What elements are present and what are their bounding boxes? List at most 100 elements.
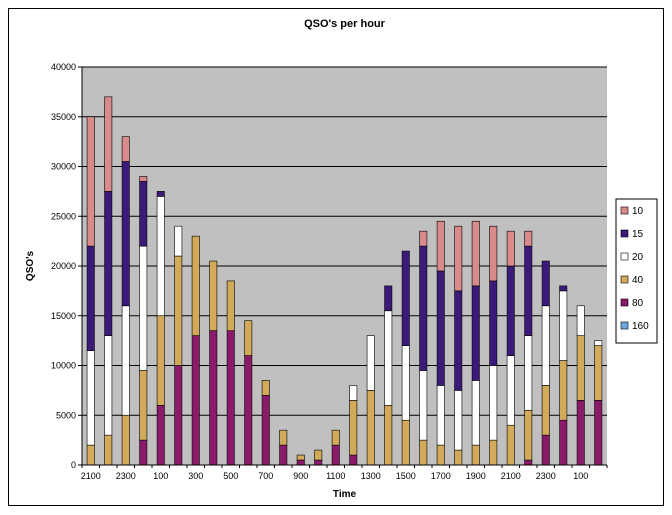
bar-segment [541,305,550,386]
bar-segment [296,459,305,466]
bar-segment [454,390,463,451]
bar-segment [104,96,113,192]
bar-segment [296,454,305,461]
bar-segment [454,449,463,466]
bar-segment [559,290,568,361]
bar-segment [261,380,270,396]
x-axis-title: Time [333,489,357,500]
legend-swatch [620,275,629,284]
bar-segment [524,335,533,411]
bar-segment [191,235,200,336]
bar-segment [244,320,253,356]
bar-segment [226,330,235,466]
bar-segment [419,245,428,371]
bar-segment [559,419,568,466]
y-tick-label: 5000 [56,410,76,420]
bar-segment [174,225,183,257]
bar-segment [506,230,515,267]
bar-segment [174,255,183,366]
bar-segment [209,260,218,331]
bar-segment [489,365,498,441]
bar-segment [489,280,498,366]
x-tick-label: 1900 [466,471,486,481]
bar-segment [419,370,428,441]
bar-segment [121,161,130,307]
y-tick-label: 25000 [51,211,76,221]
legend-label: 160 [632,321,649,332]
x-tick-label: 100 [573,471,588,481]
bar-segment [156,196,165,317]
x-tick-label: 1700 [431,471,451,481]
bar-segment [576,305,585,336]
bar-segment [401,419,410,466]
y-axis-title: QSO's [25,250,36,281]
bar-segment [594,340,603,346]
bar-segment [331,444,340,466]
bar-segment [436,220,445,272]
bar-segment [314,449,323,461]
legend-label: 10 [632,206,644,217]
bar-segment [139,439,148,466]
x-tick-label: 1100 [326,471,345,481]
bar-segment [454,225,463,292]
chart-frame: QSO's per hour 0 5000 10000 15000 20000 25000… [8,8,664,506]
x-tick-label: 2300 [536,471,556,481]
bar-segment [86,444,95,466]
chart-title: QSO's per hour [304,18,386,30]
bar-segment [121,414,130,466]
bar-segment [541,434,550,466]
bar-segment [594,400,603,466]
y-tick-labels: 0 5000 10000 15000 20000 25000 30000 35000 40000 [51,62,76,470]
legend-swatch [620,252,629,261]
bar-segment [209,330,218,466]
bar-segment [314,459,323,466]
y-tick-label: 20000 [51,261,76,271]
bar-segment [139,370,148,441]
legend: 10 15 20 40 80 160 [615,198,658,344]
legend-label: 20 [632,252,644,263]
bar-segment [139,176,148,182]
bar-segment [349,400,358,456]
bar-segment [86,350,95,446]
bar-segment [524,230,533,247]
bar-segment [471,380,480,446]
y-tick-label: 30000 [51,162,76,172]
bar-segment [576,335,585,401]
bar-segment [436,270,445,386]
bar-segment [156,315,165,406]
x-tick-label: 700 [258,471,273,481]
y-tick-label: 0 [71,460,76,470]
bar-segment [541,260,550,307]
bar-segment [506,424,515,466]
legend-swatch [620,321,629,330]
x-tick-label: 1300 [361,471,381,481]
bar-segment [104,191,113,336]
x-tick-labels: 2100 2300 100 300 500 700 900 1100 1300 1500 1700 1… [81,465,608,481]
y-tick-label: 15000 [51,311,76,321]
bar-segment [121,136,130,162]
bar-segment [506,265,515,356]
bar-segment [121,305,130,416]
bar-segment [436,385,445,446]
bar-segment [489,439,498,466]
bar-segment [279,444,288,466]
x-tick-label: 2100 [81,471,101,481]
bar-segment [524,409,533,461]
bar-segment [471,444,480,466]
bar-segment [226,280,235,331]
legend-label: 40 [632,275,644,286]
bar-segment [524,245,533,336]
bar-segment [576,400,585,466]
bar-segment [401,345,410,421]
bar-segment [506,355,515,426]
bar-segment [174,365,183,466]
bar-segment [104,335,113,436]
bar-segment [366,390,375,466]
bar-segment [419,439,428,466]
x-tick-label: 1500 [396,471,416,481]
y-tick-label: 40000 [51,62,76,72]
bar-segment [384,310,393,406]
bar-segment [279,429,288,446]
x-tick-label: 900 [293,471,308,481]
bar-segment [139,181,148,247]
